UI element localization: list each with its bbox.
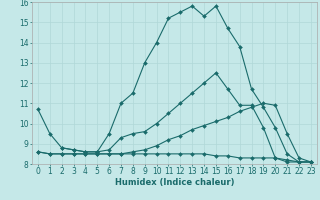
X-axis label: Humidex (Indice chaleur): Humidex (Indice chaleur)	[115, 178, 234, 187]
